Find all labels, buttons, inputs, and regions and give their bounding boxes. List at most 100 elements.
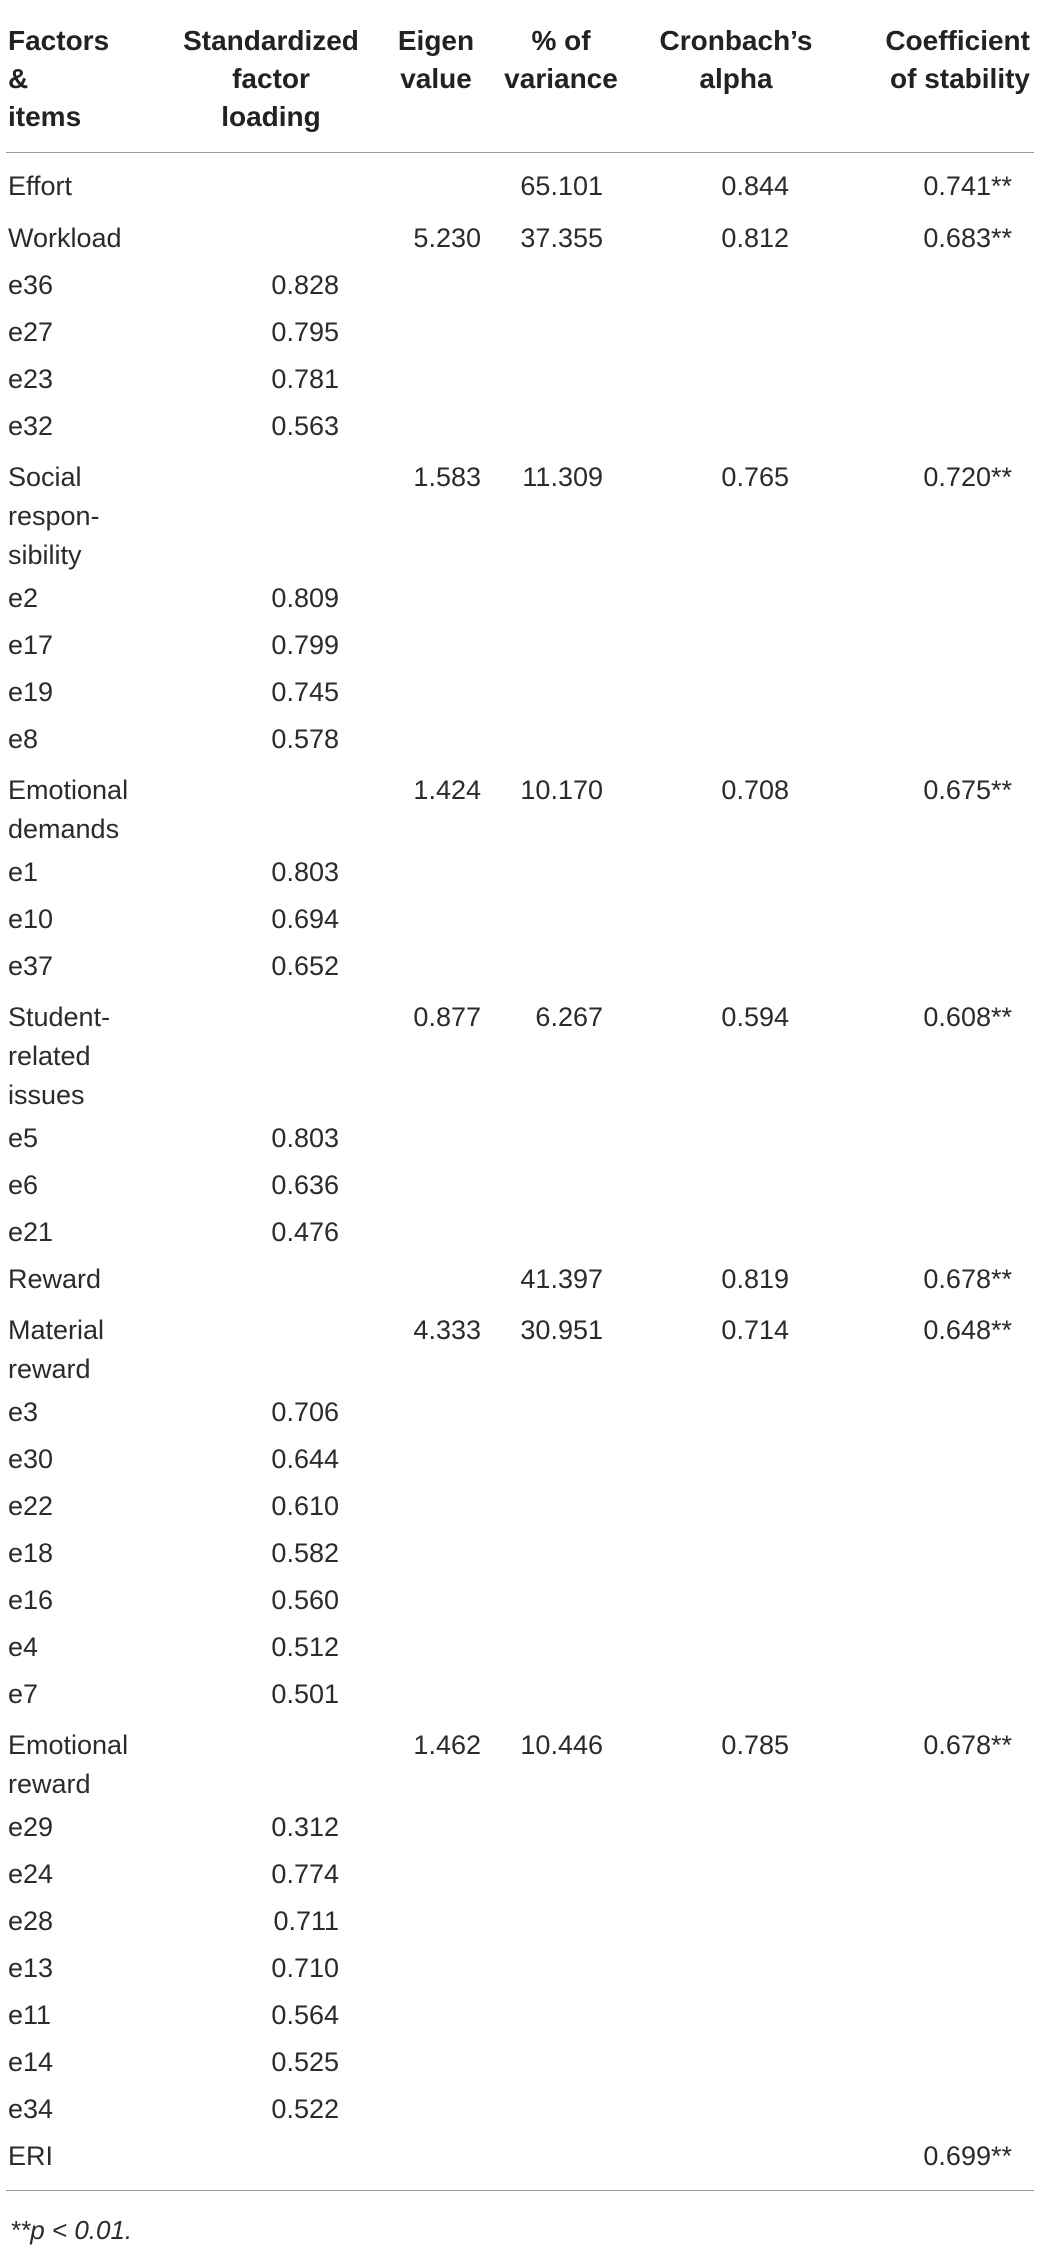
stability-cell [841, 622, 1034, 669]
cronbach-alpha-cell [631, 896, 841, 943]
variance-cell [491, 575, 631, 622]
table-row: e18 0.582 [6, 1530, 1034, 1577]
factor-item-cell: e16 [6, 1577, 161, 1624]
header-stability: Coefficient of stability [841, 0, 1034, 153]
cronbach-alpha-cell [631, 262, 841, 309]
eigenvalue-cell [381, 1209, 491, 1256]
factor-item-cell: Student-related issues [6, 990, 161, 1115]
eigenvalue-cell: 1.583 [413, 461, 481, 492]
table-row: e23 0.781 [6, 356, 1034, 403]
factor-item-label: e16 [8, 1584, 54, 1615]
stability-cell [841, 896, 1034, 943]
factor-item-cell: e22 [6, 1483, 161, 1530]
factor-item-label: reward [8, 1768, 91, 1799]
table-row: e16 0.560 [6, 1577, 1034, 1624]
table-row: e8 0.578 [6, 716, 1034, 763]
factor-item-label: e23 [8, 363, 54, 394]
eigenvalue-cell [381, 1992, 491, 2039]
eigenvalue-cell [381, 1115, 491, 1162]
table-row: e28 0.711 [6, 1898, 1034, 1945]
cronbach-alpha-cell [631, 1389, 841, 1436]
eigenvalue-cell [381, 1436, 491, 1483]
table-body: Effort 65.101 0.844 0.741** Workload 5.230 37.… [6, 153, 1034, 2191]
table-row: e29 0.312 [6, 1804, 1034, 1851]
factor-item-cell: e5 [6, 1115, 161, 1162]
cronbach-alpha-cell: 0.708 [721, 774, 789, 805]
factor-item-cell: Social respon-sibility [6, 450, 161, 575]
loading-cell [161, 1303, 381, 1389]
variance-cell [491, 2132, 631, 2191]
eigenvalue-cell [381, 1898, 491, 1945]
eigenvalue-cell [381, 1624, 491, 1671]
cronbach-alpha-cell [631, 309, 841, 356]
factor-item-cell: Workload [6, 215, 161, 262]
factor-item-label: e32 [8, 410, 54, 441]
loading-cell [161, 153, 381, 215]
table-row: e1 0.803 [6, 849, 1034, 896]
stability-cell [841, 1530, 1034, 1577]
cronbach-alpha-cell: 0.785 [721, 1729, 789, 1760]
stability-cell: 0.683** [923, 222, 1012, 253]
eigenvalue-cell [381, 403, 491, 450]
variance-cell [491, 1436, 631, 1483]
loading-cell: 0.799 [271, 629, 339, 660]
eigenvalue-cell [381, 2086, 491, 2133]
loading-cell: 0.652 [271, 950, 339, 981]
factor-item-label: Material [8, 1314, 105, 1345]
variance-cell [491, 403, 631, 450]
stability-cell: 0.678** [923, 1729, 1012, 1760]
factor-item-cell: e34 [6, 2086, 161, 2133]
variance-cell: 41.397 [520, 1263, 603, 1294]
factor-item-cell: e6 [6, 1162, 161, 1209]
stability-cell: 0.675** [923, 774, 1012, 805]
table-row: e3 0.706 [6, 1389, 1034, 1436]
cronbach-alpha-cell [631, 2132, 841, 2191]
factor-item-label: e27 [8, 316, 54, 347]
variance-cell [491, 1209, 631, 1256]
table-header: Factors & items Standardized factor load… [6, 0, 1034, 153]
header-stability-line: of stability [889, 63, 1030, 94]
stability-cell [841, 1898, 1034, 1945]
factor-item-cell: ERI [6, 2132, 161, 2191]
stability-cell [841, 716, 1034, 763]
cronbach-alpha-cell [631, 356, 841, 403]
table-row: e22 0.610 [6, 1483, 1034, 1530]
variance-cell: 6.267 [535, 1001, 603, 1032]
factor-item-cell: e4 [6, 1624, 161, 1671]
factor-item-cell: Material reward [6, 1303, 161, 1389]
loading-cell [161, 1718, 381, 1804]
table-row: e4 0.512 [6, 1624, 1034, 1671]
stability-cell: 0.608** [923, 1001, 1012, 1032]
table-row: Student-related issues 0.877 6.267 0.594 0.60… [6, 990, 1034, 1115]
variance-cell [491, 1624, 631, 1671]
stability-cell: 0.648** [923, 1314, 1012, 1345]
variance-cell [491, 716, 631, 763]
eigenvalue-cell [381, 1389, 491, 1436]
table-row: e10 0.694 [6, 896, 1034, 943]
factor-item-label: e4 [8, 1631, 39, 1662]
table-row: e11 0.564 [6, 1992, 1034, 2039]
eigenvalue-cell [381, 1577, 491, 1624]
eigenvalue-cell [381, 1671, 491, 1718]
variance-cell [491, 356, 631, 403]
stability-cell [841, 2039, 1034, 2086]
eigenvalue-cell [381, 309, 491, 356]
factor-item-label: e30 [8, 1443, 54, 1474]
factor-item-cell: e8 [6, 716, 161, 763]
factor-item-cell: e24 [6, 1851, 161, 1898]
results-table-container: Factors & items Standardized factor load… [6, 0, 1034, 2191]
variance-cell [491, 1992, 631, 2039]
factor-item-cell: e7 [6, 1671, 161, 1718]
variance-cell [491, 1577, 631, 1624]
footnote: **p < 0.01. [10, 2215, 133, 2245]
factor-item-cell: e28 [6, 1898, 161, 1945]
stability-cell: 0.678** [923, 1263, 1012, 1294]
factor-item-cell: Emotional demands [6, 763, 161, 849]
table-row: Emotional demands 1.424 10.170 0.708 0.675** [6, 763, 1034, 849]
factor-item-label: related [8, 1040, 91, 1071]
cronbach-alpha-cell [631, 2086, 841, 2133]
loading-cell: 0.710 [271, 1952, 339, 1983]
factor-item-label: Reward [8, 1263, 102, 1294]
factor-item-label: demands [8, 813, 120, 844]
table-row: Workload 5.230 37.355 0.812 0.683** [6, 215, 1034, 262]
